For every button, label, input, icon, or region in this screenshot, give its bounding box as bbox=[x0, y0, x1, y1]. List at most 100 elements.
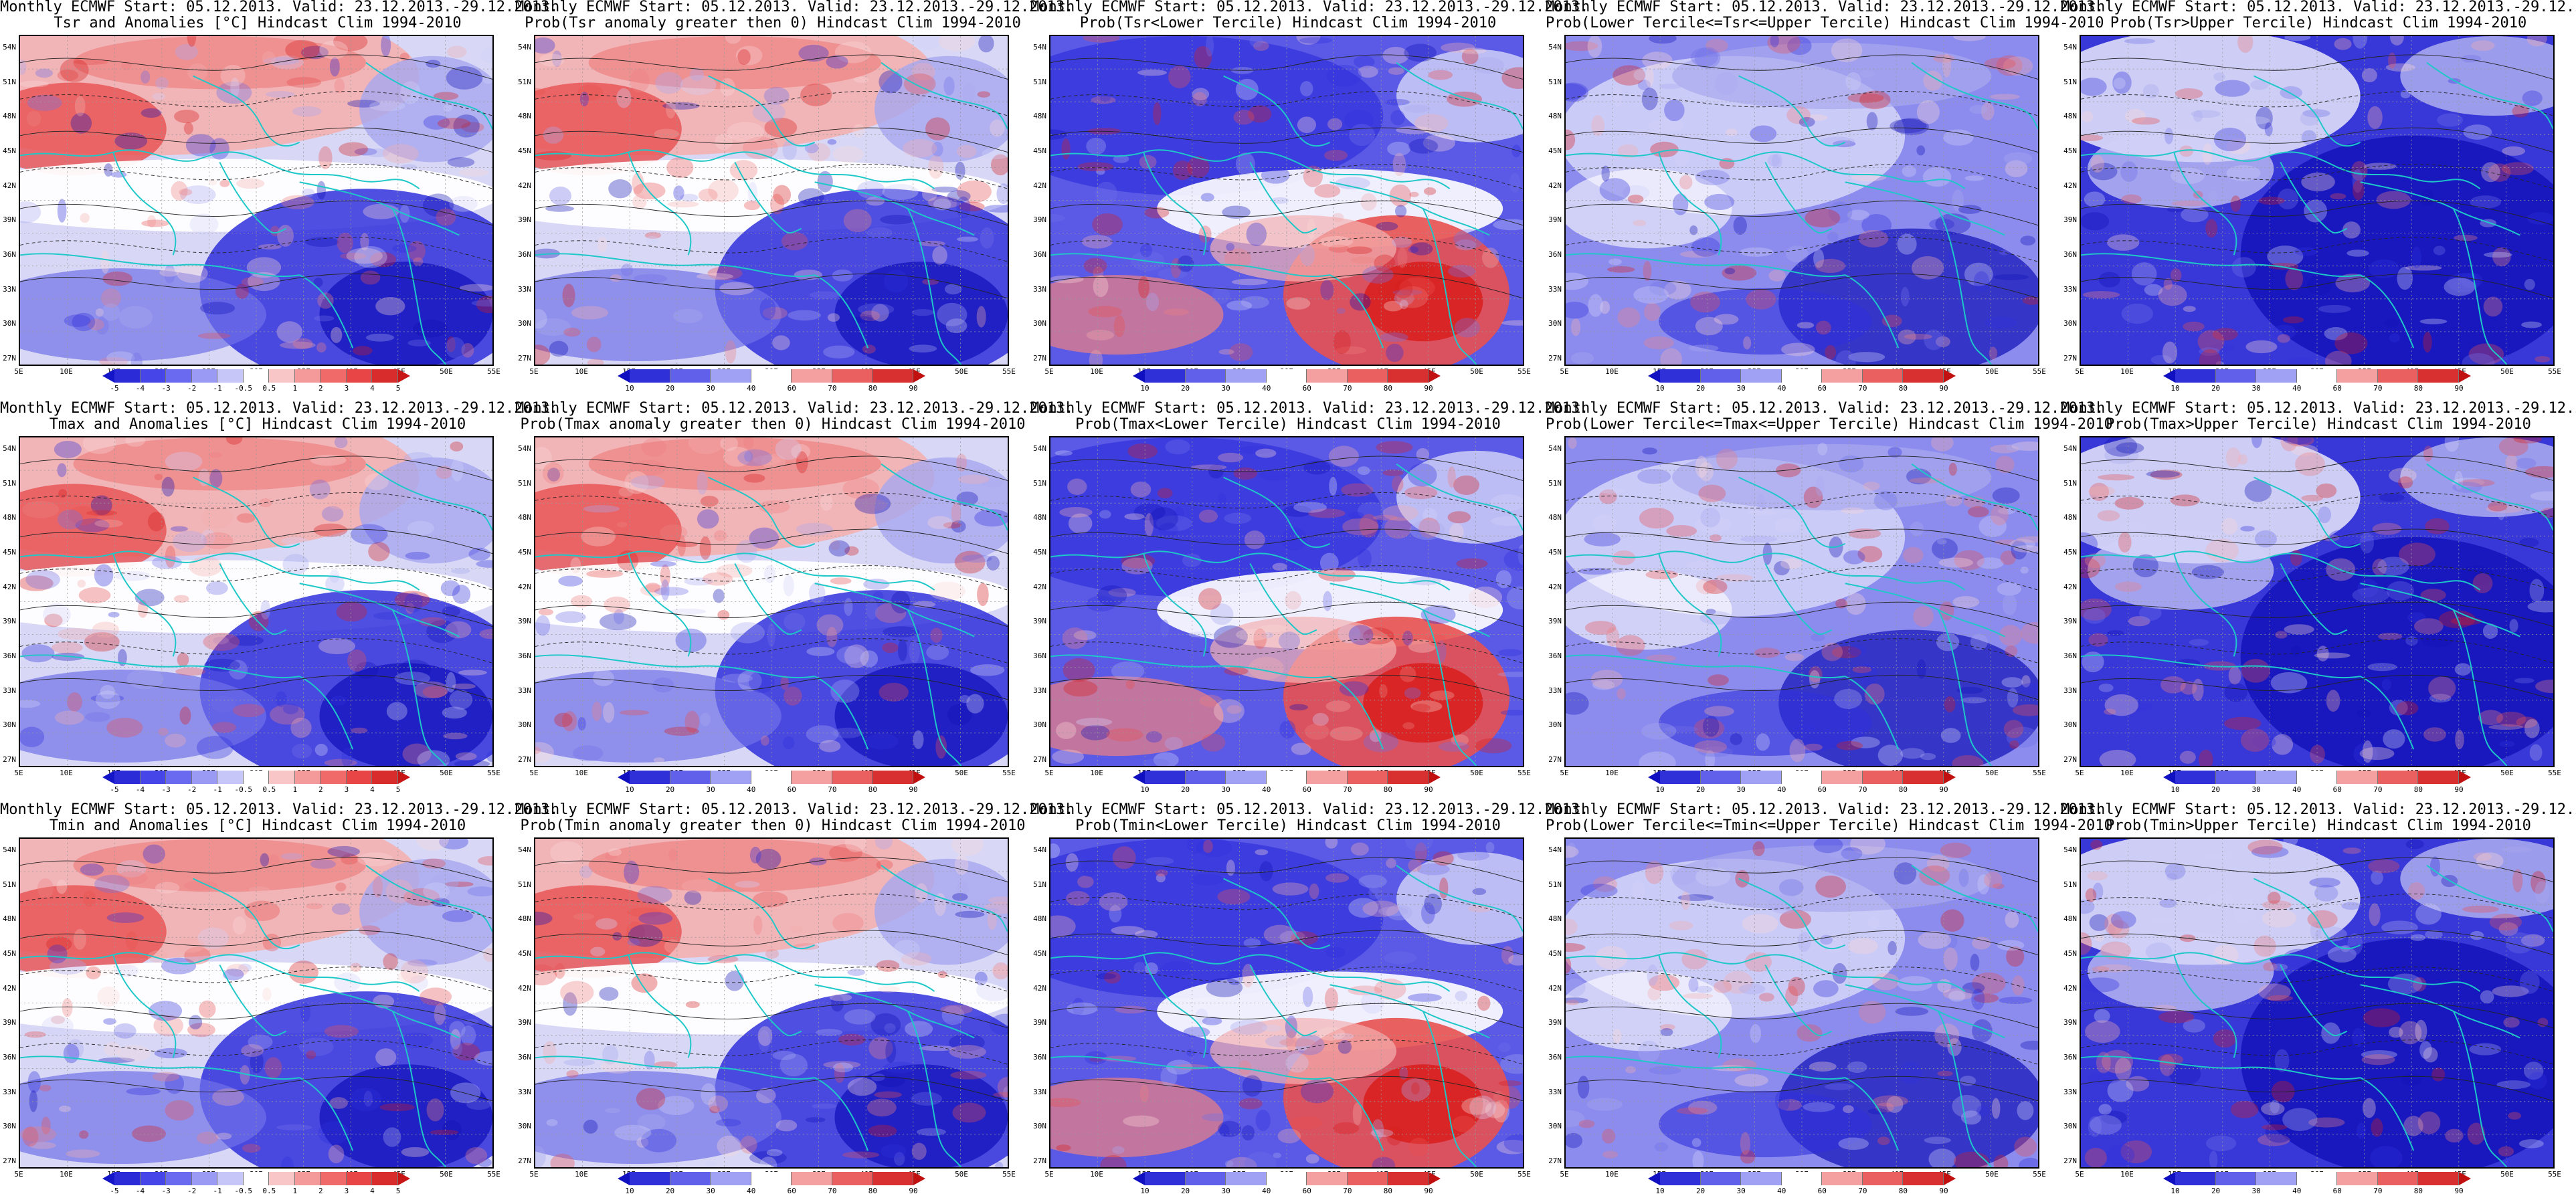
colorbar-label: 20 bbox=[2211, 384, 2221, 393]
colorbar-cell bbox=[1388, 1172, 1429, 1185]
latitude-label: 42N bbox=[3, 582, 16, 591]
latitude-label: 27N bbox=[518, 1157, 531, 1165]
map-field bbox=[535, 839, 1008, 1167]
colorbar-cell bbox=[2337, 369, 2378, 383]
panel-title-line1: Monthly ECMWF Start: 05.12.2013. Valid: … bbox=[515, 400, 1074, 417]
colorbar-cell bbox=[630, 771, 670, 784]
colorbar-cell bbox=[269, 369, 295, 383]
longitude-label: 10E bbox=[1090, 1170, 1103, 1179]
colorbar-label: -5 bbox=[110, 1187, 119, 1195]
latitude-label: 45N bbox=[2063, 146, 2077, 155]
latitude-label: 36N bbox=[1033, 1053, 1046, 1062]
colorbar-label: 30 bbox=[1736, 1187, 1746, 1195]
colorbar-cell bbox=[372, 369, 399, 383]
panel-title-line2: Prob(Tsr>Upper Tercile) Hindcast Clim 19… bbox=[2110, 15, 2527, 31]
latitude-label: 39N bbox=[518, 215, 531, 225]
latitude-label: 48N bbox=[3, 513, 16, 522]
colorbar-labels: 10 20 30 40 60 70 80 90 bbox=[1655, 1187, 1948, 1196]
colorbar-cell bbox=[2256, 1172, 2297, 1185]
colorbar-cell bbox=[1307, 771, 1348, 784]
colorbar-cell bbox=[1307, 1172, 1348, 1185]
colorbar-min-arrow bbox=[2163, 771, 2175, 784]
colorbar: 10 20 30 40 60 70 80 90 bbox=[2163, 1172, 2471, 1199]
latitude-label: 30N bbox=[3, 1122, 16, 1131]
latitude-label: 48N bbox=[1548, 112, 1562, 121]
colorbar-max-arrow bbox=[1429, 1172, 1441, 1185]
latitude-label: 33N bbox=[3, 1087, 16, 1096]
colorbar-label: 10 bbox=[625, 384, 634, 393]
colorbar-cell bbox=[1145, 369, 1186, 383]
longitude-label: 55E bbox=[487, 1170, 500, 1179]
colorbar-label: 5 bbox=[395, 1187, 401, 1195]
panel-title-line1: Monthly ECMWF Start: 05.12.2013. Valid: … bbox=[1030, 801, 1589, 818]
colorbar-label: -5 bbox=[110, 384, 119, 393]
colorbar-label: 10 bbox=[2171, 785, 2180, 794]
longitude-label: 55E bbox=[2548, 1170, 2561, 1179]
colorbar-cell bbox=[166, 1172, 192, 1185]
colorbar-label: 60 bbox=[2332, 1187, 2342, 1195]
colorbar-min-arrow bbox=[1133, 1172, 1145, 1185]
colorbar-label: -1 bbox=[213, 785, 222, 794]
longitude-label: 10E bbox=[1090, 769, 1103, 777]
colorbar: -5 -4 -3 -2 -1 -0.5 0.5 1 2 3 4 5 bbox=[102, 771, 410, 797]
colorbar-cell bbox=[792, 771, 832, 784]
colorbar-label: 70 bbox=[828, 384, 837, 393]
colorbar-cell bbox=[1822, 771, 1863, 784]
panel-title-line2: Tsr and Anomalies [°C] Hindcast Clim 199… bbox=[54, 15, 462, 31]
longitude-label: 5E bbox=[1560, 367, 1569, 376]
colorbar-max-arrow bbox=[1944, 369, 1956, 383]
colorbar-cell bbox=[1266, 369, 1307, 383]
map-field bbox=[535, 437, 1008, 766]
map-panel: Monthly ECMWF Start: 05.12.2013. Valid: … bbox=[0, 401, 558, 803]
latitude-label: 54N bbox=[2063, 444, 2077, 453]
colorbar-cell bbox=[2175, 1172, 2216, 1185]
colorbar-label: -0.5 bbox=[234, 384, 252, 393]
latitude-label: 54N bbox=[1548, 845, 1562, 854]
colorbar-label: 20 bbox=[2211, 785, 2221, 794]
colorbar-label: 80 bbox=[868, 384, 878, 393]
colorbar-cells bbox=[1145, 369, 1429, 383]
colorbar-label: 80 bbox=[868, 1187, 878, 1195]
colorbar-max-arrow bbox=[398, 1172, 410, 1185]
colorbar-cell bbox=[1307, 369, 1348, 383]
colorbar: -5 -4 -3 -2 -1 -0.5 0.5 1 2 3 4 5 bbox=[102, 369, 410, 396]
colorbar-cells bbox=[630, 369, 914, 383]
latitude-label: 27N bbox=[3, 354, 16, 363]
map-panel: Monthly ECMWF Start: 05.12.2013. Valid: … bbox=[2061, 401, 2576, 803]
latitude-label: 30N bbox=[2063, 319, 2077, 328]
map-field bbox=[20, 839, 492, 1167]
colorbar-cell bbox=[269, 771, 295, 784]
panel-title-line1: Monthly ECMWF Start: 05.12.2013. Valid: … bbox=[1546, 801, 2104, 818]
longitude-label: 55E bbox=[1517, 1170, 1531, 1179]
latitude-label: 33N bbox=[518, 1087, 531, 1096]
latitude-label: 51N bbox=[1033, 77, 1046, 86]
colorbar-label: 60 bbox=[1302, 1187, 1311, 1195]
colorbar-label: 40 bbox=[747, 785, 756, 794]
colorbar-label: 40 bbox=[2292, 785, 2302, 794]
colorbar-cell bbox=[832, 369, 873, 383]
colorbar-label: 40 bbox=[747, 384, 756, 393]
colorbar: 10 20 30 40 60 70 80 90 bbox=[2163, 369, 2471, 396]
colorbar-label: 30 bbox=[706, 785, 715, 794]
map-field bbox=[2081, 36, 2553, 365]
forecast-map bbox=[2080, 837, 2555, 1169]
colorbar-label: 2 bbox=[318, 1187, 323, 1195]
latitude-label: 51N bbox=[1548, 77, 1562, 86]
colorbar-cell bbox=[872, 369, 914, 383]
panel-title-line1: Monthly ECMWF Start: 05.12.2013. Valid: … bbox=[2061, 0, 2576, 15]
colorbar-cell bbox=[1226, 1172, 1267, 1185]
longitude-label: 5E bbox=[14, 367, 23, 376]
colorbar-label: 0.5 bbox=[262, 1187, 276, 1195]
map-field bbox=[1050, 437, 1523, 766]
colorbar-cell bbox=[2215, 369, 2257, 383]
latitude-label: 54N bbox=[518, 43, 531, 52]
panel-title-line1: Monthly ECMWF Start: 05.12.2013. Valid: … bbox=[515, 801, 1074, 818]
colorbar-labels: -5 -4 -3 -2 -1 -0.5 0.5 1 2 3 4 5 bbox=[110, 785, 400, 795]
latitude-label: 39N bbox=[2063, 617, 2077, 626]
colorbar-label: 40 bbox=[747, 1187, 756, 1195]
latitude-label: 54N bbox=[3, 444, 16, 453]
colorbar-cell bbox=[269, 1172, 295, 1185]
longitude-label: 10E bbox=[60, 769, 73, 777]
colorbar-cell bbox=[191, 1172, 218, 1185]
latitude-label: 48N bbox=[518, 112, 531, 121]
